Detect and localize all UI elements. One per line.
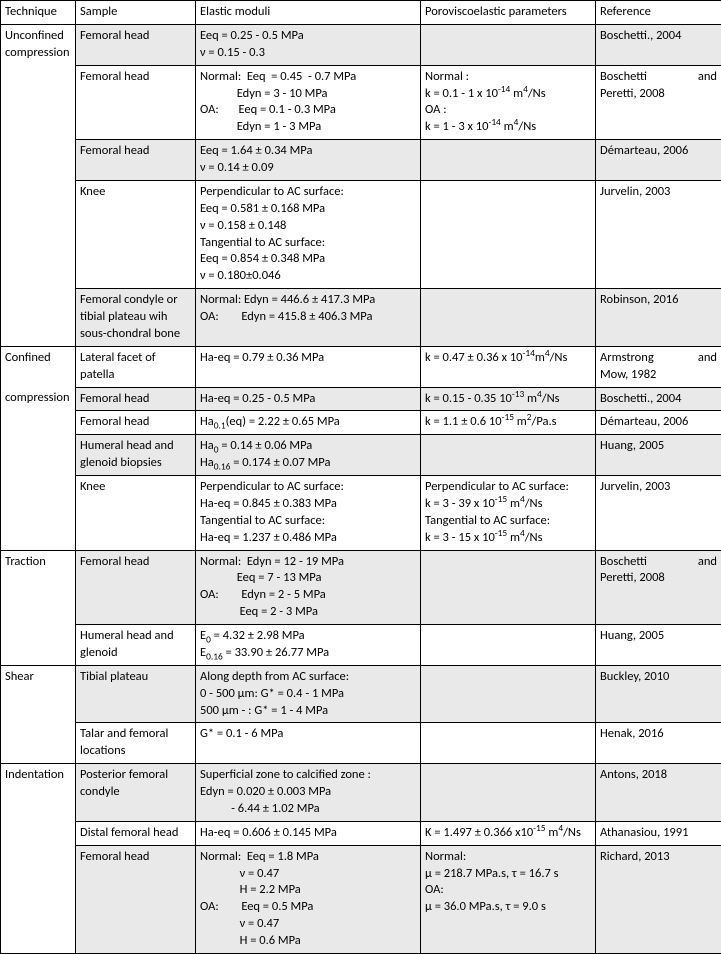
elastic-cell: Ha0.1(eq) = 2.22 ± 0.65 MPa <box>196 411 421 435</box>
ref-cell: Jurvelin, 2003 <box>596 476 721 551</box>
table-row: Femoral condyle or tibial plateau wih so… <box>1 289 721 347</box>
table-row: Humeral head and glenoid biopsies Ha0 = … <box>1 435 721 476</box>
poro-cell <box>421 289 596 347</box>
table-row: Indentation Posterior femoral condyle Su… <box>1 764 721 822</box>
elastic-cell: Eeq = 1.64 ± 0.34 MPaν = 0.14 ± 0.09 <box>196 140 421 181</box>
elastic-cell: Eeq = 0.25 - 0.5 MPaν = 0.15 - 0.3 <box>196 24 421 65</box>
poro-cell: k = 1.1 ± 0.6 10-15 m2/Pa.s <box>421 411 596 435</box>
ref-cell: Robinson, 2016 <box>596 289 721 347</box>
poro-cell <box>421 550 596 625</box>
elastic-cell: Ha-eq = 0.79 ± 0.36 MPa <box>196 346 421 387</box>
sample-cell: Femoral head <box>76 140 196 181</box>
elastic-cell: E0 = 4.32 ± 2.98 MPaE0.16 = 33.90 ± 26.7… <box>196 625 421 666</box>
table-row: Distal femoral head Ha-eq = 0.606 ± 0.14… <box>1 821 721 845</box>
table-row: Femoral head Ha0.1(eq) = 2.22 ± 0.65 MPa… <box>1 411 721 435</box>
ref-cell: Boschetti andPeretti, 2008 <box>596 550 721 625</box>
table-row: Femoral head Normal: Eeq = 0.45 - 0.7 MP… <box>1 65 721 140</box>
table-row: Femoral head Eeq = 1.64 ± 0.34 MPaν = 0.… <box>1 140 721 181</box>
poro-cell: Normal :k = 0.1 - 1 x 10-14 m4/NsOA :k =… <box>421 65 596 140</box>
technique-cell: compression <box>1 387 76 550</box>
technique-cell: Indentation <box>1 764 76 954</box>
elastic-cell: Normal: Edyn = 12 - 19 MPa Eeq = 7 - 13 … <box>196 550 421 625</box>
table-row: Humeral head and glenoid E0 = 4.32 ± 2.9… <box>1 625 721 666</box>
ref-cell: Athanasiou, 1991 <box>596 821 721 845</box>
sample-cell: Femoral head <box>76 24 196 65</box>
poro-cell <box>421 435 596 476</box>
technique-cell: Unconfined compression <box>1 24 76 346</box>
table-row: Unconfined compression Femoral head Eeq … <box>1 24 721 65</box>
poro-cell <box>421 665 596 723</box>
sample-cell: Knee <box>76 476 196 551</box>
technique-cell: Confined <box>1 346 76 387</box>
elastic-cell: Perpendicular to AC surface:Eeq = 0.581 … <box>196 180 421 288</box>
sample-cell: Tibial plateau <box>76 665 196 723</box>
header-technique: Technique <box>1 1 76 25</box>
poro-cell: Perpendicular to AC surface:k = 3 - 39 x… <box>421 476 596 551</box>
technique-cell: Shear <box>1 665 76 763</box>
sample-cell: Femoral condyle or tibial plateau wih so… <box>76 289 196 347</box>
properties-table: Technique Sample Elastic moduli Porovisc… <box>0 0 721 954</box>
ref-cell: Buckley, 2010 <box>596 665 721 723</box>
poro-cell: K = 1.497 ± 0.366 x10-15 m4/Ns <box>421 821 596 845</box>
poro-cell <box>421 723 596 764</box>
ref-cell: Antons, 2018 <box>596 764 721 822</box>
sample-cell: Humeral head and glenoid biopsies <box>76 435 196 476</box>
sample-cell: Femoral head <box>76 387 196 411</box>
ref-cell: Huang, 2005 <box>596 625 721 666</box>
sample-cell: Talar and femoral locations <box>76 723 196 764</box>
poro-cell <box>421 140 596 181</box>
table-row: Femoral head Normal: Eeq = 1.8 MPa ν = 0… <box>1 845 721 953</box>
ref-cell: Démarteau, 2006 <box>596 411 721 435</box>
ref-cell: Jurvelin, 2003 <box>596 180 721 288</box>
elastic-cell: Perpendicular to AC surface:Ha-eq = 0.84… <box>196 476 421 551</box>
elastic-cell: Normal: Eeq = 0.45 - 0.7 MPa Edyn = 3 - … <box>196 65 421 140</box>
poro-cell: k = 0.47 ± 0.36 x 10-14m4/Ns <box>421 346 596 387</box>
ref-cell: Boschetti andPeretti, 2008 <box>596 65 721 140</box>
ref-cell: Richard, 2013 <box>596 845 721 953</box>
table-row: Talar and femoral locations G* = 0.1 - 6… <box>1 723 721 764</box>
sample-cell: Femoral head <box>76 411 196 435</box>
poro-cell <box>421 625 596 666</box>
header-poro: Poroviscoelastic parameters <box>421 1 596 25</box>
poro-cell <box>421 24 596 65</box>
table-row: compression Femoral head Ha-eq = 0.25 - … <box>1 387 721 411</box>
sample-cell: Lateral facet of patella <box>76 346 196 387</box>
sample-cell: Femoral head <box>76 845 196 953</box>
ref-cell: Henak, 2016 <box>596 723 721 764</box>
ref-cell: Huang, 2005 <box>596 435 721 476</box>
ref-cell: Démarteau, 2006 <box>596 140 721 181</box>
poro-cell: k = 0.15 - 0.35 10-13 m4/Ns <box>421 387 596 411</box>
poro-cell: Normal:µ = 218.7 MPa.s, τ = 16.7 sOA:µ =… <box>421 845 596 953</box>
header-sample: Sample <box>76 1 196 25</box>
sample-cell: Femoral head <box>76 65 196 140</box>
elastic-cell: Ha0 = 0.14 ± 0.06 MPaHa0.16 = 0.174 ± 0.… <box>196 435 421 476</box>
elastic-cell: Along depth from AC surface:0 - 500 µm: … <box>196 665 421 723</box>
ref-cell: Boschetti., 2004 <box>596 387 721 411</box>
technique-cell: Traction <box>1 550 76 665</box>
ref-cell: Armstrong andMow, 1982 <box>596 346 721 387</box>
elastic-cell: Ha-eq = 0.25 - 0.5 MPa <box>196 387 421 411</box>
elastic-cell: Superficial zone to calcified zone :Edyn… <box>196 764 421 822</box>
elastic-cell: Normal: Edyn = 446.6 ± 417.3 MPaOA: Edyn… <box>196 289 421 347</box>
header-ref: Reference <box>596 1 721 25</box>
elastic-cell: Normal: Eeq = 1.8 MPa ν = 0.47 H = 2.2 M… <box>196 845 421 953</box>
table-row: Knee Perpendicular to AC surface:Eeq = 0… <box>1 180 721 288</box>
sample-cell: Femoral head <box>76 550 196 625</box>
ref-cell: Boschetti., 2004 <box>596 24 721 65</box>
sample-cell: Distal femoral head <box>76 821 196 845</box>
sample-cell: Humeral head and glenoid <box>76 625 196 666</box>
header-row: Technique Sample Elastic moduli Porovisc… <box>1 1 721 25</box>
sample-cell: Knee <box>76 180 196 288</box>
table-row: Shear Tibial plateau Along depth from AC… <box>1 665 721 723</box>
poro-cell <box>421 764 596 822</box>
table-row: Knee Perpendicular to AC surface:Ha-eq =… <box>1 476 721 551</box>
sample-cell: Posterior femoral condyle <box>76 764 196 822</box>
elastic-cell: G* = 0.1 - 6 MPa <box>196 723 421 764</box>
table-row: Traction Femoral head Normal: Edyn = 12 … <box>1 550 721 625</box>
poro-cell <box>421 180 596 288</box>
elastic-cell: Ha-eq = 0.606 ± 0.145 MPa <box>196 821 421 845</box>
header-elastic: Elastic moduli <box>196 1 421 25</box>
